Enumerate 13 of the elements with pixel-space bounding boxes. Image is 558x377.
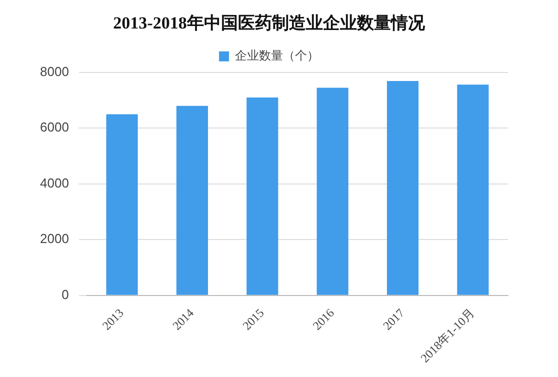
y-tick-label: 4000 [40,175,69,190]
bar [106,114,138,295]
y-tick-label: 8000 [40,64,69,79]
bar [316,88,348,295]
y-tick-label: 2000 [40,231,69,246]
y-tick-label: 0 [62,286,69,302]
legend-label: 企业数量（个） [235,48,319,63]
y-tick-label: 6000 [40,120,69,135]
chart-title: 2013-2018年中国医药制造业企业数量情况 [113,14,426,33]
bar [386,81,419,295]
bar [246,97,278,295]
bar [457,84,489,295]
bar [176,106,208,295]
